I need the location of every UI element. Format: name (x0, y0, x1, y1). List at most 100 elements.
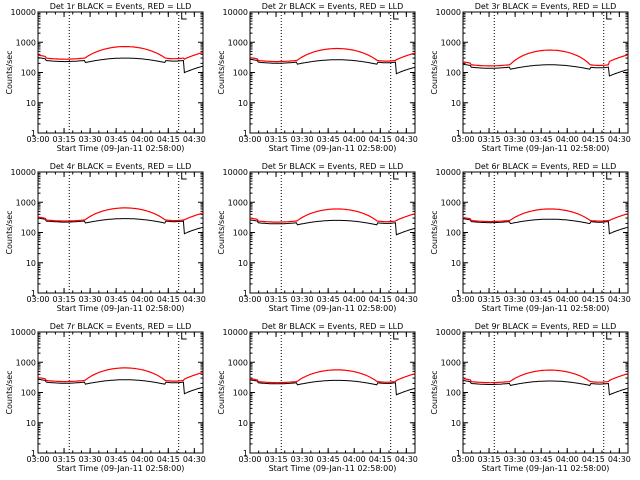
x-axis-label: Start Time (09-Jan-11 02:58:00) (269, 144, 397, 153)
x-tick-label: 04:15 (157, 455, 180, 464)
y-tick-label: 1000 (16, 358, 36, 367)
y-tick-label: 1000 (441, 38, 461, 47)
x-axis-label: Start Time (09-Jan-11 02:58:00) (57, 304, 185, 313)
y-tick-label: 100 (233, 69, 248, 78)
x-tick-label: 04:15 (582, 295, 605, 304)
y-tick-label: 10000 (11, 8, 36, 17)
y-tick-label: 10000 (223, 8, 248, 17)
x-tick-label: 03:15 (53, 135, 76, 144)
y-tick-label: 10 (238, 259, 248, 268)
corner-mark (181, 172, 187, 180)
lld-series-line (462, 369, 629, 384)
events-series-line (37, 57, 204, 74)
x-tick-label: 04:15 (369, 135, 392, 144)
corner-mark (606, 332, 612, 340)
y-tick-label: 10000 (436, 8, 461, 17)
x-axis-label: Start Time (09-Jan-11 02:58:00) (269, 464, 397, 473)
x-tick-label: 03:45 (105, 295, 128, 304)
x-axis-label: Start Time (09-Jan-11 02:58:00) (57, 144, 185, 153)
y-tick-label: 1000 (16, 198, 36, 207)
y-axis-label: Counts/sec (5, 210, 14, 254)
x-tick-label: 04:00 (556, 295, 579, 304)
y-tick-label: 10 (26, 419, 36, 428)
lld-series-line (462, 49, 629, 67)
lld-series-line (249, 47, 416, 63)
y-tick-label: 10000 (11, 168, 36, 177)
x-tick-label: 04:00 (556, 455, 579, 464)
y-tick-label: 1000 (16, 38, 36, 47)
y-tick-label: 1 (456, 289, 461, 298)
x-tick-label: 03:15 (478, 135, 501, 144)
x-tick-label: 03:15 (265, 135, 288, 144)
panel-6: Det 6r BLACK = Events, RED = LLD 1 10 100 10… (430, 162, 631, 313)
x-tick-label: 03:45 (317, 135, 340, 144)
x-tick-label: 04:30 (395, 455, 418, 464)
x-tick-label: 03:00 (451, 455, 474, 464)
events-series-line (462, 63, 629, 77)
x-tick-label: 03:30 (291, 455, 314, 464)
panel-8: Det 8r BLACK = Events, RED = LLD 1 10 100 10… (217, 322, 418, 473)
y-tick-label: 10000 (223, 328, 248, 337)
events-series-line (249, 219, 416, 236)
x-tick-label: 03:00 (238, 135, 261, 144)
panel-title: Det 2r BLACK = Events, RED = LLD (262, 2, 404, 11)
x-tick-label: 04:00 (131, 295, 154, 304)
y-tick-label: 10 (26, 259, 36, 268)
x-tick-label: 04:30 (183, 455, 206, 464)
x-tick-label: 04:15 (157, 135, 180, 144)
x-tick-label: 04:00 (131, 135, 154, 144)
x-axis-label: Start Time (09-Jan-11 02:58:00) (482, 144, 610, 153)
x-tick-label: 03:45 (530, 135, 553, 144)
panel-title: Det 7r BLACK = Events, RED = LLD (50, 322, 192, 331)
y-tick-label: 10000 (223, 168, 248, 177)
y-tick-label: 100 (233, 389, 248, 398)
panel-title: Det 1r BLACK = Events, RED = LLD (50, 2, 192, 11)
x-tick-label: 04:15 (582, 135, 605, 144)
y-tick-label: 10 (238, 99, 248, 108)
lld-series-line (37, 207, 204, 222)
y-tick-label: 100 (21, 69, 36, 78)
x-tick-label: 04:00 (343, 295, 366, 304)
lld-series-line (37, 45, 204, 60)
x-tick-label: 03:45 (105, 455, 128, 464)
y-tick-label: 10 (26, 99, 36, 108)
x-tick-label: 03:45 (105, 135, 128, 144)
x-tick-label: 03:00 (26, 135, 49, 144)
y-tick-label: 10 (238, 419, 248, 428)
x-tick-label: 04:30 (608, 455, 631, 464)
corner-mark (393, 172, 399, 180)
y-tick-label: 1 (243, 449, 248, 458)
y-tick-label: 100 (446, 389, 461, 398)
y-tick-label: 1 (31, 129, 36, 138)
y-tick-label: 100 (21, 229, 36, 238)
corner-mark (181, 12, 187, 20)
x-tick-label: 03:15 (478, 295, 501, 304)
panel-3: Det 3r BLACK = Events, RED = LLD 1 10 100 10… (430, 2, 631, 153)
y-tick-label: 1000 (228, 198, 248, 207)
y-tick-label: 100 (446, 69, 461, 78)
y-tick-label: 1 (243, 129, 248, 138)
x-tick-label: 04:30 (608, 135, 631, 144)
x-tick-label: 04:15 (582, 455, 605, 464)
lld-series-line (249, 208, 416, 223)
x-tick-label: 03:00 (26, 455, 49, 464)
y-tick-label: 1000 (441, 358, 461, 367)
events-series-line (37, 217, 204, 235)
x-tick-label: 04:30 (183, 135, 206, 144)
x-tick-label: 03:00 (26, 295, 49, 304)
panel-title: Det 5r BLACK = Events, RED = LLD (262, 162, 404, 171)
x-tick-label: 04:15 (369, 295, 392, 304)
y-tick-label: 1 (31, 289, 36, 298)
panel-title: Det 9r BLACK = Events, RED = LLD (475, 322, 617, 331)
x-tick-label: 03:15 (478, 455, 501, 464)
x-tick-label: 04:00 (343, 455, 366, 464)
y-axis-label: Counts/sec (5, 370, 14, 414)
y-tick-label: 10 (451, 99, 461, 108)
x-tick-label: 03:45 (317, 455, 340, 464)
panel-4: Det 4r BLACK = Events, RED = LLD 1 10 100 10… (5, 162, 206, 313)
x-tick-label: 03:15 (265, 295, 288, 304)
x-tick-label: 03:15 (265, 455, 288, 464)
x-tick-label: 04:00 (131, 455, 154, 464)
x-axis-label: Start Time (09-Jan-11 02:58:00) (57, 464, 185, 473)
